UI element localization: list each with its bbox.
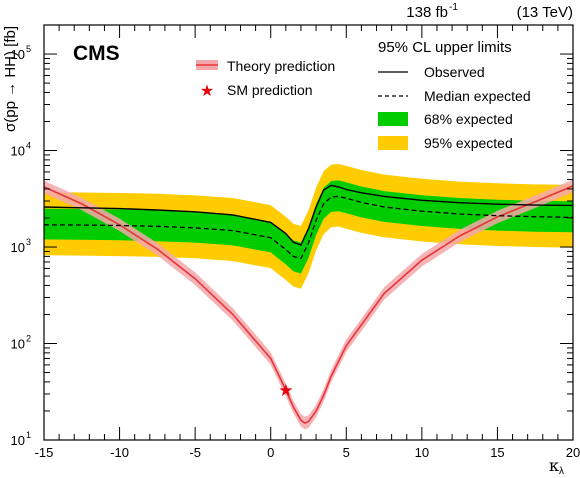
legend-band95-label: 95% expected	[424, 135, 513, 151]
legend-sm-label: SM prediction	[227, 82, 313, 98]
y-tick-label: 10	[11, 433, 25, 448]
band-95-expected	[44, 164, 573, 289]
y-tick-exponent: 3	[26, 237, 31, 247]
median-expected-line	[43, 195, 574, 260]
theory-prediction-line	[43, 185, 574, 424]
header-energy: (13 TeV)	[517, 4, 573, 21]
legend-band68-swatch	[378, 112, 408, 126]
x-axis-title: κ	[549, 456, 559, 475]
plot-frame	[43, 24, 574, 441]
bands-layer	[44, 164, 573, 289]
x-tick-label: 0	[267, 445, 274, 460]
legend-band68-label: 68% expected	[424, 111, 513, 127]
legend-observed-label: Observed	[424, 64, 485, 80]
sm-prediction-star: ★	[278, 381, 293, 401]
y-tick-label: 10	[11, 240, 25, 255]
x-tick-label: -5	[189, 445, 201, 460]
x-axis-title-sub: λ	[559, 466, 564, 477]
x-tick-label: 5	[343, 445, 350, 460]
legend-median-label: Median expected	[424, 88, 531, 104]
y-axis-title: σ(pp → HH) [fb]	[2, 26, 19, 132]
theory-uncertainty-band	[44, 179, 573, 430]
header-lumi: 138 fb	[406, 4, 448, 21]
header-lumi-sup: -1	[449, 2, 458, 13]
band-68-expected	[44, 180, 573, 274]
legend-theory-label: Theory prediction	[227, 58, 335, 74]
y-tick-exponent: 2	[26, 334, 31, 344]
x-tick-label: -10	[110, 445, 129, 460]
x-tick-label: 20	[566, 445, 580, 460]
theory-layer	[43, 179, 574, 430]
y-tick-exponent: 5	[26, 44, 31, 54]
y-tick-exponent: 1	[26, 430, 31, 440]
legend-sm-star: ★	[200, 83, 214, 100]
y-tick-label: 10	[11, 47, 25, 62]
x-tick-label: -15	[35, 445, 54, 460]
x-tick-label: 15	[490, 445, 504, 460]
y-tick-label: 10	[11, 144, 25, 159]
x-tick-label: 10	[415, 445, 429, 460]
lines-layer: ★	[43, 184, 574, 401]
experiment-label: CMS	[73, 42, 120, 65]
legend-band95-swatch	[378, 136, 408, 150]
observed-line	[43, 184, 574, 246]
legend-right-title: 95% CL upper limits	[378, 39, 512, 56]
y-tick-exponent: 4	[26, 141, 31, 151]
y-tick-label: 10	[11, 337, 25, 352]
